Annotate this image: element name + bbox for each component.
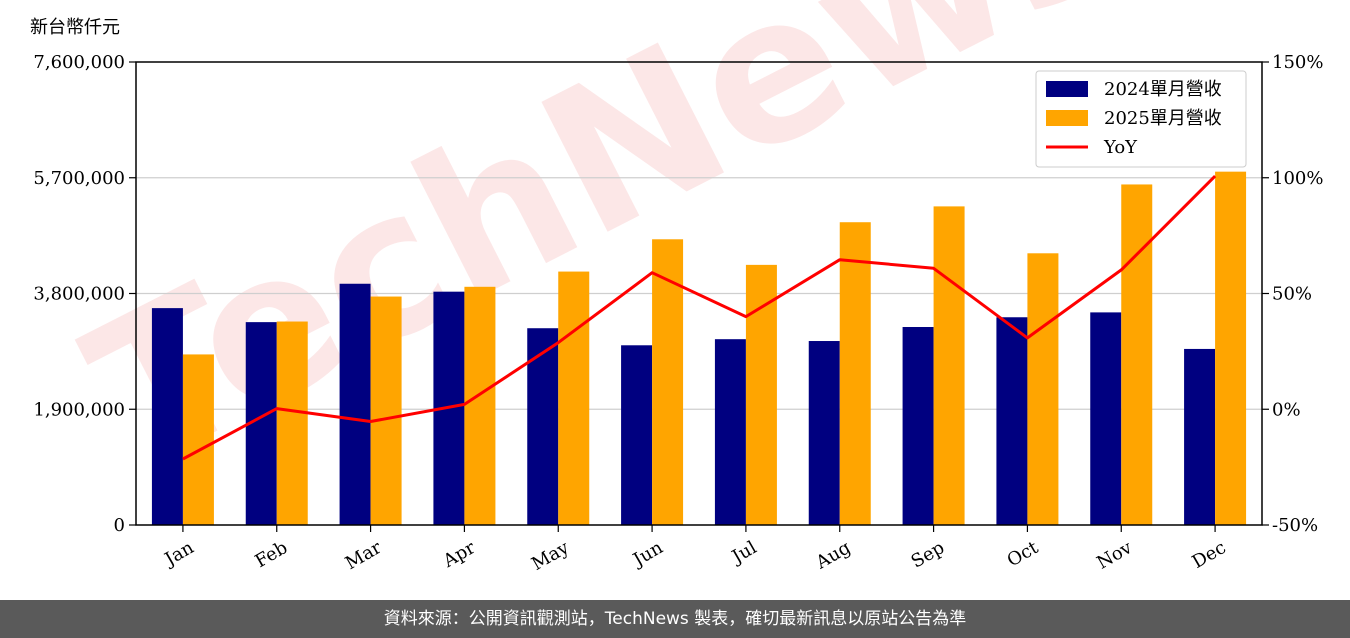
bar-2025-nov [1121,184,1153,526]
x-tick-label-nov: Nov [1093,537,1136,574]
right-axis-ticks: -50% 0% 50% 100% 150% [1262,52,1323,536]
bar-2024-jan [151,308,183,525]
legend-swatch-1 [1046,110,1088,126]
x-tick-label-jul: Jul [727,537,761,569]
left-axis-ticks: 0 1,900,000 3,800,000 5,700,000 7,600,000 [33,52,136,536]
right-tick-label-0: -50% [1272,515,1318,536]
bar-2024-mar [339,283,371,525]
bar-2024-aug [808,341,840,525]
bar-2024-oct [996,317,1028,525]
watermark-text: TechNews [56,0,1154,513]
x-axis-ticks: Jan Feb Mar Apr May Jun Jul Aug Sep Oct Nov Dec [160,525,1230,575]
x-tick-label-sep: Sep [908,537,948,572]
bar-2025-may [558,271,590,525]
x-tick-label-jan: Jan [160,537,198,571]
legend-swatch-0 [1046,81,1088,97]
bar-2024-jul [714,339,746,525]
yoy-line [182,175,1217,461]
bar-2025-oct [1027,253,1059,525]
bar-2024-may [527,328,559,525]
legend: 2024單月營收 2025單月營收 YoY [1035,70,1247,168]
bar-2025-jan [182,354,214,525]
bars-2025 [182,171,1247,526]
bar-2024-nov [1090,312,1122,525]
x-tick-label-dec: Dec [1189,537,1230,573]
left-tick-label-2: 3,800,000 [33,284,125,305]
bar-2025-apr [464,286,496,525]
right-tick-label-2: 50% [1272,284,1312,305]
bar-2024-jun [621,345,653,525]
legend-label-0: 2024單月營收 [1104,79,1222,100]
x-tick-label-may: May [528,537,573,575]
x-tick-label-mar: Mar [342,537,386,574]
bar-2024-sep [902,327,934,525]
watermark: TechNews [56,0,1154,513]
right-tick-label-3: 100% [1272,168,1323,189]
x-tick-label-aug: Aug [812,537,855,574]
bar-2025-jun [652,239,684,525]
right-tick-label-4: 150% [1272,52,1323,73]
legend-box [1035,70,1247,168]
left-tick-label-4: 7,600,000 [33,52,125,73]
bar-2024-dec [1184,348,1216,525]
left-tick-label-3: 5,700,000 [33,168,125,189]
bar-2025-sep [933,206,965,526]
footer-source: 資料來源：公開資訊觀測站，TechNews 製表，確切最新訊息以原站公告為準 [0,600,1350,638]
bar-2025-aug [839,222,871,526]
yoy-line-group [182,175,1217,461]
x-tick-label-apr: Apr [439,537,479,572]
left-tick-label-1: 1,900,000 [33,399,125,420]
x-tick-label-feb: Feb [252,537,292,572]
x-tick-label-oct: Oct [1004,537,1043,572]
bar-2025-jul [745,264,777,525]
bar-2025-feb [276,321,308,525]
legend-label-2: YoY [1103,137,1138,158]
x-tick-label-jun: Jun [628,537,667,572]
legend-label-1: 2025單月營收 [1104,108,1222,129]
y-unit-label: 新台幣仟元 [30,17,120,38]
left-tick-label-0: 0 [114,515,125,536]
chart: TechNews 0 1,900,000 3,800,000 5,700,000 7,6… [30,0,1323,575]
bar-2025-dec [1215,171,1247,525]
bar-2025-mar [370,296,402,525]
right-tick-label-1: 0% [1272,399,1301,420]
